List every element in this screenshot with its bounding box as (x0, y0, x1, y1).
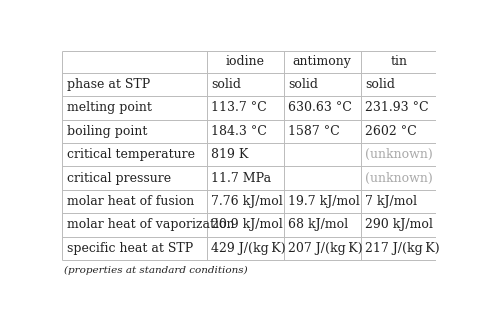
Text: phase at STP: phase at STP (67, 78, 150, 91)
Text: melting point: melting point (67, 101, 152, 114)
Text: 68 kJ/mol: 68 kJ/mol (288, 218, 348, 232)
Text: (properties at standard conditions): (properties at standard conditions) (64, 267, 248, 275)
Text: 290 kJ/mol: 290 kJ/mol (365, 218, 433, 232)
Text: boiling point: boiling point (67, 125, 147, 138)
Text: molar heat of vaporization: molar heat of vaporization (67, 218, 234, 232)
Text: antimony: antimony (293, 55, 351, 68)
Text: 1587 °C: 1587 °C (288, 125, 340, 138)
Text: 630.63 °C: 630.63 °C (288, 101, 352, 114)
Text: 7.76 kJ/mol: 7.76 kJ/mol (212, 195, 283, 208)
Text: 429 J/(kg K): 429 J/(kg K) (212, 242, 286, 255)
Text: tin: tin (391, 55, 408, 68)
Text: 819 K: 819 K (212, 148, 249, 161)
Text: 2602 °C: 2602 °C (365, 125, 417, 138)
Text: 7 kJ/mol: 7 kJ/mol (365, 195, 417, 208)
Text: 231.93 °C: 231.93 °C (365, 101, 429, 114)
Text: solid: solid (288, 78, 318, 91)
Text: 217 J/(kg K): 217 J/(kg K) (365, 242, 439, 255)
Text: molar heat of fusion: molar heat of fusion (67, 195, 194, 208)
Text: critical temperature: critical temperature (67, 148, 195, 161)
Text: 20.9 kJ/mol: 20.9 kJ/mol (212, 218, 283, 232)
Text: 11.7 MPa: 11.7 MPa (212, 172, 272, 185)
Text: (unknown): (unknown) (365, 172, 433, 185)
Text: iodine: iodine (226, 55, 265, 68)
Text: solid: solid (212, 78, 242, 91)
Text: critical pressure: critical pressure (67, 172, 171, 185)
Text: specific heat at STP: specific heat at STP (67, 242, 193, 255)
Text: 207 J/(kg K): 207 J/(kg K) (288, 242, 363, 255)
Text: 184.3 °C: 184.3 °C (212, 125, 267, 138)
Text: 19.7 kJ/mol: 19.7 kJ/mol (288, 195, 360, 208)
Text: (unknown): (unknown) (365, 148, 433, 161)
Text: solid: solid (365, 78, 395, 91)
Text: 113.7 °C: 113.7 °C (212, 101, 267, 114)
